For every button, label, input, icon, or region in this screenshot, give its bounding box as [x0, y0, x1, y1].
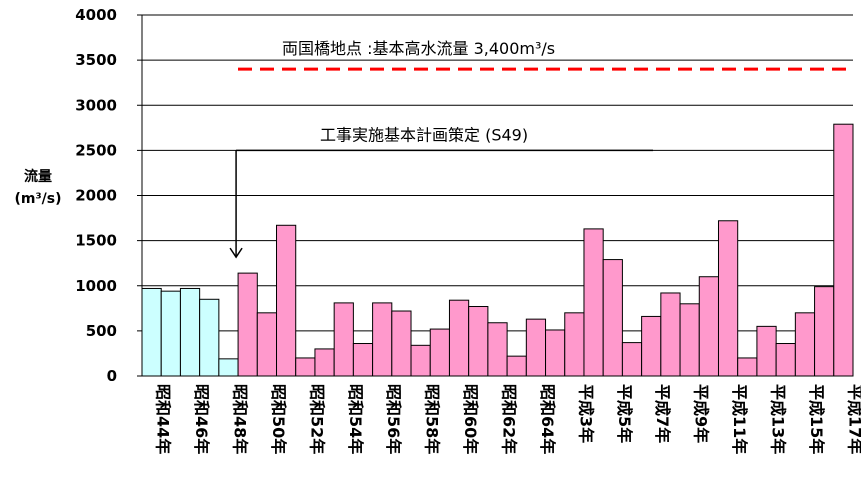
- bar: [583, 228, 604, 377]
- bar: [333, 302, 354, 377]
- bar: [160, 290, 181, 377]
- bar: [775, 343, 796, 377]
- x-tick-label: 昭和54年: [346, 384, 365, 454]
- x-tick-label: 平成5年: [615, 384, 634, 443]
- bar: [756, 325, 777, 377]
- x-tick-label: 昭和64年: [538, 384, 557, 454]
- bar: [179, 287, 201, 377]
- axes: [137, 14, 853, 377]
- x-tick-label: 昭和60年: [461, 384, 480, 454]
- bar: [314, 348, 335, 377]
- y-tick-label: 0: [107, 367, 117, 385]
- bar: [545, 329, 566, 377]
- bars: [141, 123, 854, 377]
- bar: [372, 302, 393, 377]
- x-tick-label: 昭和46年: [192, 384, 211, 454]
- x-tick-label: 平成15年: [807, 384, 826, 454]
- bar: [814, 286, 835, 377]
- x-tick-label: 平成9年: [692, 384, 711, 443]
- y-tick-labels: 0 500 1000 1500 2000 2500 3000 3500 4000: [75, 6, 117, 385]
- y-tick-label: 2000: [75, 187, 117, 205]
- annotation-group: 工事実施基本計画策定 (S49): [229, 125, 653, 259]
- bar: [199, 298, 220, 377]
- annotation-arrowhead: [229, 247, 243, 259]
- x-tick-labels: 昭和44年 昭和46年 昭和48年 昭和50年 昭和52年 昭和54年 昭和56年 昭和58年…: [154, 384, 861, 454]
- y-tick-label: 2500: [75, 141, 117, 159]
- bar: [448, 299, 470, 377]
- bar: [295, 357, 316, 377]
- x-tick-label: 平成7年: [653, 384, 672, 443]
- bar: [564, 312, 585, 377]
- x-tick-label: 昭和50年: [269, 384, 288, 454]
- bar: [506, 355, 527, 377]
- x-tick-label: 平成13年: [769, 384, 788, 454]
- bar: [794, 312, 816, 377]
- bar: [391, 310, 412, 377]
- bar: [218, 358, 239, 377]
- bar: [276, 224, 297, 377]
- bar: [141, 287, 162, 377]
- x-tick-label: 平成11年: [730, 384, 749, 454]
- x-tick-label: 昭和52年: [307, 384, 326, 454]
- y-tick-label: 3500: [75, 51, 117, 69]
- bar: [525, 318, 547, 377]
- bar: [698, 276, 719, 377]
- bar: [660, 292, 681, 377]
- y-axis-unit: (m³/s): [15, 191, 62, 207]
- bar: [468, 306, 489, 377]
- bar: [679, 303, 700, 377]
- y-tick-label: 1000: [75, 277, 117, 295]
- x-tick-label: 昭和62年: [500, 384, 519, 454]
- bar: [237, 272, 258, 377]
- y-tick-label: 500: [86, 322, 117, 340]
- x-tick-label: 昭和58年: [423, 384, 442, 454]
- annotation-label: 工事実施基本計画策定 (S49): [320, 125, 528, 144]
- y-tick-label: 1500: [75, 232, 117, 250]
- x-tick-label: 平成3年: [576, 384, 595, 443]
- x-tick-label: 昭和56年: [384, 384, 403, 454]
- x-tick-label: 昭和48年: [231, 384, 250, 454]
- x-tick-label: 平成17年: [845, 384, 861, 454]
- bar: [833, 123, 854, 377]
- bar: [429, 328, 450, 377]
- bar: [737, 357, 758, 377]
- bar: [717, 220, 739, 377]
- bar: [352, 343, 374, 377]
- y-tick-label: 3000: [75, 96, 117, 114]
- bar: [256, 312, 278, 377]
- bar: [487, 322, 508, 377]
- y-tick-label: 4000: [75, 6, 117, 24]
- bar: [602, 259, 623, 377]
- reference-line-label: 両国橋地点 :基本高水流量 3,400m³/s: [282, 39, 555, 58]
- y-axis-label: 流量: [24, 168, 52, 185]
- bar: [621, 342, 643, 377]
- bar: [410, 344, 431, 377]
- x-tick-label: 昭和44年: [154, 384, 173, 454]
- bar: [641, 315, 662, 377]
- reference-line-group: 両国橋地点 :基本高水流量 3,400m³/s: [238, 39, 847, 71]
